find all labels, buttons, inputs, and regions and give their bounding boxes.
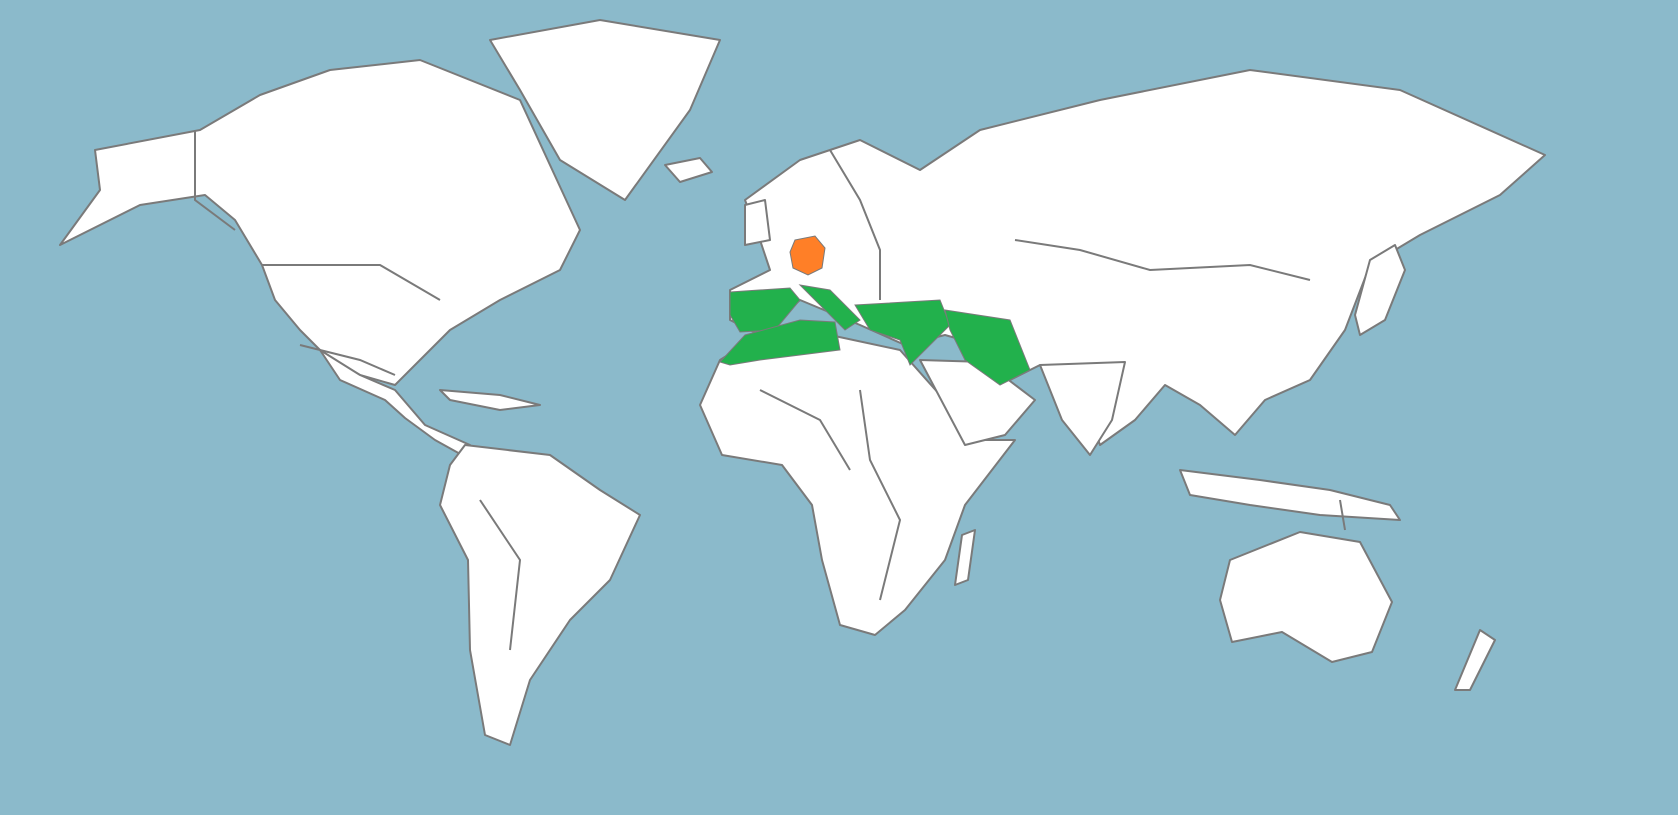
highlight-germany xyxy=(789,235,826,276)
country-border xyxy=(759,389,851,471)
country-border xyxy=(829,149,881,300)
new-zealand xyxy=(1454,629,1496,691)
country-border xyxy=(479,499,522,651)
highlight-turkey-levant xyxy=(854,299,951,366)
highlight-iran xyxy=(944,309,1031,386)
caribbean xyxy=(439,389,541,411)
country-border xyxy=(194,130,236,231)
british-isles xyxy=(744,199,771,246)
country-border xyxy=(1339,499,1346,531)
north-america xyxy=(59,59,581,386)
greenland xyxy=(489,19,721,201)
country-border xyxy=(262,264,441,301)
southeast-asia-islands xyxy=(1179,469,1401,521)
country-border xyxy=(859,389,902,601)
australia xyxy=(1219,531,1393,663)
country-border xyxy=(299,344,396,376)
highlight-north-africa xyxy=(719,319,841,366)
iceland xyxy=(664,157,713,183)
country-border xyxy=(1014,239,1311,281)
africa xyxy=(699,334,1016,636)
highlight-italy-balkans xyxy=(798,284,861,331)
indian-subcontinent xyxy=(1039,361,1126,456)
madagascar xyxy=(954,529,976,586)
south-america xyxy=(439,444,641,746)
highlight-mediterranean xyxy=(719,284,1031,386)
japan xyxy=(1354,244,1406,336)
